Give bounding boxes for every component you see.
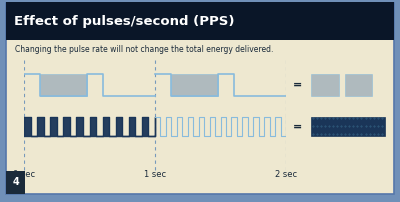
Bar: [311, 117, 385, 136]
Text: 2 sec: 2 sec: [275, 170, 297, 179]
Text: 0 sec: 0 sec: [13, 170, 35, 179]
Bar: [6, 171, 25, 194]
Bar: [171, 74, 218, 96]
Bar: [40, 74, 87, 96]
Bar: [345, 74, 372, 96]
Text: =: =: [293, 80, 302, 90]
Text: 4: 4: [12, 177, 19, 187]
Text: Effect of pulses/second (PPS): Effect of pulses/second (PPS): [14, 15, 234, 28]
Bar: [311, 74, 339, 96]
Bar: [6, 2, 394, 40]
Text: =: =: [293, 121, 302, 132]
Text: Changing the pulse rate will not change the total energy delivered.: Changing the pulse rate will not change …: [15, 45, 274, 54]
Text: 1 sec: 1 sec: [144, 170, 166, 179]
